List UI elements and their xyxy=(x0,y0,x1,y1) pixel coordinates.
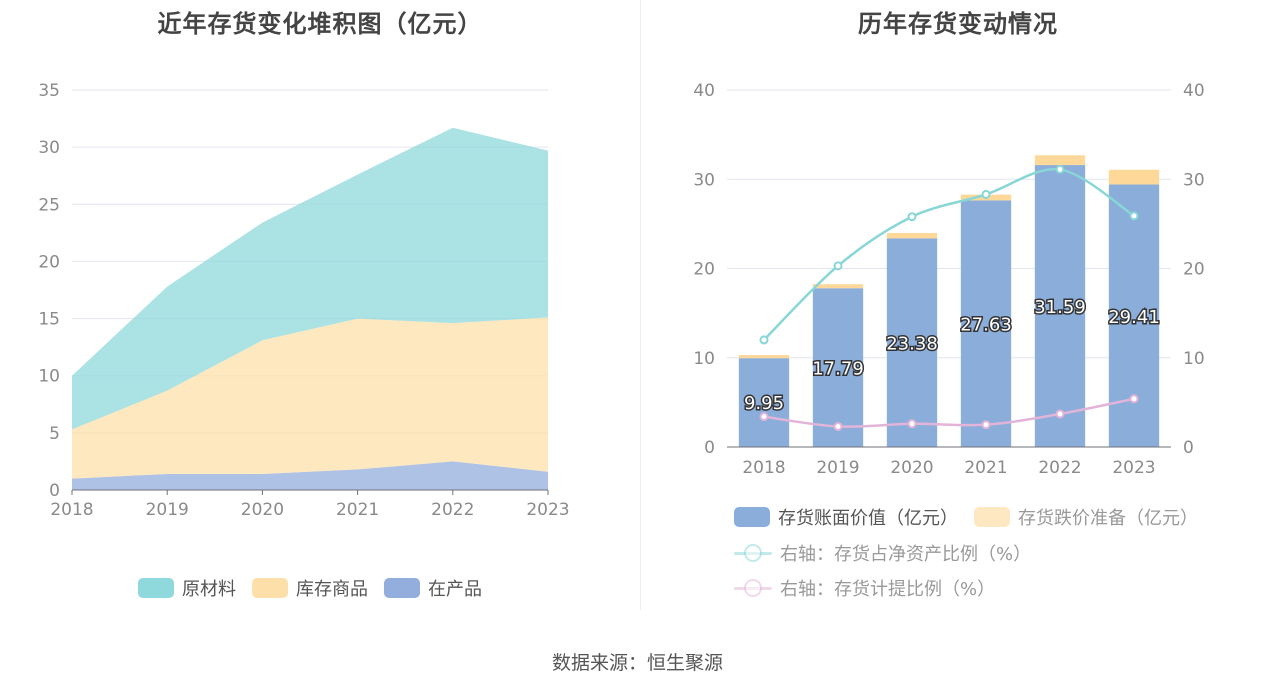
legend-label-provision-ratio: 右轴：存货计提比例（%） xyxy=(780,579,996,600)
x-tick-label: 2023 xyxy=(526,500,569,520)
y-tick-label-left: 40 xyxy=(693,81,715,101)
bar-data-label: 23.38 xyxy=(886,334,938,355)
legend-swatch-goods xyxy=(252,578,288,598)
area-goods xyxy=(72,317,548,479)
bar-line-combo-chart: 0 10 20 30 40 0 10 20 30 40 2018 2019 2020 2021 2022 20… xyxy=(693,81,1205,478)
x-tick-label: 2018 xyxy=(50,500,93,520)
y-tick-label-right: 30 xyxy=(1183,170,1205,190)
y-tick-label-right: 10 xyxy=(1183,349,1205,369)
y-tick-label: 10 xyxy=(38,367,60,387)
x-tick-label: 2021 xyxy=(964,458,1007,478)
legend-swatch-reserve xyxy=(974,507,1010,527)
bar-data-label: 9.95 xyxy=(744,393,784,414)
y-tick-label: 20 xyxy=(38,252,60,272)
legend-swatch-wip xyxy=(384,578,420,598)
legend-item-net-asset-ratio[interactable]: 右轴：存货占净资产比例（%） xyxy=(734,540,1031,566)
x-tick-label: 2019 xyxy=(146,500,189,520)
y-tick-label-left: 0 xyxy=(704,438,715,458)
legend-label-raw: 原材料 xyxy=(182,579,236,600)
y-tick-label-right: 40 xyxy=(1183,81,1205,101)
x-tick-label: 2023 xyxy=(1112,458,1155,478)
legend-item-wip[interactable]: 在产品 xyxy=(384,575,482,601)
bar-data-label: 27.63 xyxy=(960,315,1012,336)
legend-label-net-asset-ratio: 右轴：存货占净资产比例（%） xyxy=(780,544,1032,565)
legend-label-reserve: 存货跌价准备（亿元） xyxy=(1018,508,1198,529)
data-source-note: 数据来源：恒生聚源 xyxy=(551,652,723,674)
bar-book-value xyxy=(886,238,938,447)
bar-data-label: 17.79 xyxy=(812,359,864,380)
bar-data-label: 31.59 xyxy=(1034,297,1086,318)
line-provision-ratio-point xyxy=(833,421,843,431)
right-chart-panel: 历年存货变动情况 0 10 20 30 40 0 10 20 30 40 2018 2019 2020 2… xyxy=(641,0,1275,610)
legend-item-reserve[interactable]: 存货跌价准备（亿元） xyxy=(974,504,1198,530)
line-net-asset-ratio-point xyxy=(759,335,769,345)
line-net-asset-ratio-point xyxy=(1129,211,1139,221)
bar-book-value xyxy=(1034,165,1086,447)
y-tick-label-left: 10 xyxy=(693,349,715,369)
legend-item-goods[interactable]: 库存商品 xyxy=(252,575,368,601)
y-tick-label-left: 30 xyxy=(693,170,715,190)
x-tick-label: 2020 xyxy=(890,458,933,478)
x-tick-label: 2018 xyxy=(742,458,785,478)
legend-swatch-provision-ratio xyxy=(734,578,772,598)
y-tick-label: 15 xyxy=(38,310,60,330)
area-raw xyxy=(72,127,548,430)
bar-book-value xyxy=(738,358,790,447)
y-tick-label: 25 xyxy=(38,195,60,215)
line-net-asset-ratio-point xyxy=(981,189,991,199)
line-provision-ratio-point xyxy=(1055,409,1065,419)
left-chart-title: 近年存货变化堆积图（亿元） xyxy=(157,10,483,38)
legend-swatch-raw xyxy=(138,578,174,598)
legend-label-book-value: 存货账面价值（亿元） xyxy=(778,508,958,529)
left-chart-panel: 近年存货变化堆积图（亿元） 0 5 10 15 20 25 30 35 2018 2019 2020… xyxy=(0,0,640,610)
legend-item-raw[interactable]: 原材料 xyxy=(138,575,236,601)
legend-label-wip: 在产品 xyxy=(428,579,482,600)
x-tick-label: 2019 xyxy=(816,458,859,478)
bar-reserve xyxy=(886,232,938,239)
bar-data-label: 29.41 xyxy=(1108,307,1160,328)
bar-book-value xyxy=(812,288,864,447)
legend-item-book-value[interactable]: 存货账面价值（亿元） xyxy=(734,504,958,530)
bar-reserve xyxy=(812,284,864,289)
right-chart-title: 历年存货变动情况 xyxy=(858,10,1058,38)
bar-book-value xyxy=(960,200,1012,447)
y-tick-label-right: 0 xyxy=(1183,438,1194,458)
y-tick-label-right: 20 xyxy=(1183,260,1205,280)
legend-label-goods: 库存商品 xyxy=(296,579,368,600)
line-provision-ratio xyxy=(763,397,1135,428)
x-tick-label: 2022 xyxy=(1038,458,1081,478)
y-tick-label: 0 xyxy=(49,481,60,501)
legend-item-provision-ratio[interactable]: 右轴：存货计提比例（%） xyxy=(734,575,995,601)
legend-swatch-book-value xyxy=(734,507,770,527)
y-tick-label: 35 xyxy=(38,81,60,101)
y-tick-label: 30 xyxy=(38,138,60,158)
area-wip xyxy=(72,461,548,490)
line-net-asset-ratio-point xyxy=(907,212,917,222)
panel-divider xyxy=(640,0,641,610)
line-provision-ratio-point xyxy=(981,420,991,430)
line-net-asset-ratio xyxy=(763,167,1135,341)
bar-reserve xyxy=(738,355,790,359)
line-net-asset-ratio-point xyxy=(1055,164,1065,174)
line-provision-ratio-point xyxy=(759,412,769,422)
x-tick-label: 2022 xyxy=(431,500,474,520)
line-provision-ratio-point xyxy=(1129,394,1139,404)
line-provision-ratio-point xyxy=(907,419,917,429)
stacked-area-chart: 0 5 10 15 20 25 30 35 2018 2019 2020 2021 2022 2023 xyxy=(38,81,569,520)
bar-reserve xyxy=(1034,155,1086,166)
legend-swatch-net-asset-ratio xyxy=(734,543,772,563)
bar-reserve xyxy=(1108,169,1160,185)
x-tick-label: 2021 xyxy=(336,500,379,520)
x-tick-label: 2020 xyxy=(241,500,284,520)
line-net-asset-ratio-point xyxy=(833,261,843,271)
y-tick-label-left: 20 xyxy=(693,260,715,280)
y-tick-label: 5 xyxy=(49,424,60,444)
